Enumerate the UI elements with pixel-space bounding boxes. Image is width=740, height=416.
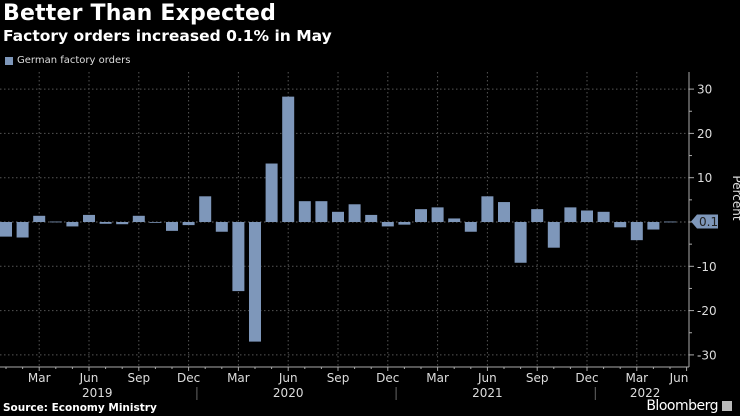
x-tick-label: Mar (426, 371, 449, 385)
bar (398, 222, 411, 225)
bar (365, 214, 378, 222)
x-tick-label: Jun (669, 371, 689, 385)
bar (215, 222, 228, 232)
bar (547, 222, 560, 248)
bar (182, 222, 195, 226)
bar (33, 215, 46, 222)
last-value-label: 0.1 (699, 215, 718, 229)
bar (531, 209, 544, 222)
x-tick-label: Sep (127, 371, 150, 385)
bar (431, 207, 444, 222)
y-tick-label: 20 (697, 127, 712, 141)
source-note: Source: Economy Ministry (3, 402, 157, 414)
brand-text: Bloomberg (646, 398, 718, 414)
bar (614, 222, 627, 228)
x-tick-label: Mar (625, 371, 648, 385)
bar (166, 222, 178, 231)
bar (298, 201, 311, 222)
bar (647, 222, 660, 230)
bar (116, 222, 129, 225)
x-tick-label: Sep (526, 371, 549, 385)
bar (464, 222, 477, 232)
year-label: 2020 (273, 386, 304, 400)
bar (232, 222, 245, 292)
bar (514, 222, 527, 263)
legend: German factory orders (5, 55, 131, 66)
x-tick-label: Dec (177, 371, 200, 385)
bar (83, 214, 95, 222)
bloomberg-terminal-icon (722, 401, 732, 411)
bloomberg-logo: Bloomberg (646, 398, 732, 414)
bar (315, 201, 328, 222)
bar (630, 222, 643, 241)
bar (199, 196, 212, 222)
y-tick-label: -20 (697, 304, 717, 318)
bar (348, 204, 361, 222)
y-tick-label: -10 (697, 260, 717, 274)
year-label: 2019 (82, 386, 113, 400)
bar (265, 163, 278, 222)
bar (448, 218, 461, 222)
bar (282, 96, 295, 222)
bar (16, 222, 29, 238)
bar (132, 215, 145, 222)
bar (149, 222, 162, 223)
bar (415, 209, 427, 222)
chart-title: Better Than Expected (3, 1, 277, 26)
legend-label: German factory orders (17, 55, 131, 66)
legend-swatch (5, 56, 13, 65)
x-tick-label: Jun (278, 371, 298, 385)
bar (564, 207, 577, 222)
x-tick-label: Mar (227, 371, 250, 385)
x-tick-label: Sep (327, 371, 350, 385)
bar (66, 222, 79, 227)
x-tick-label: Dec (376, 371, 399, 385)
bar (332, 211, 344, 222)
bar (99, 222, 112, 224)
bar (381, 222, 394, 227)
bar (664, 221, 676, 223)
last-value-marker (691, 214, 718, 229)
bar (498, 202, 510, 222)
y-tick-label: -30 (697, 348, 717, 362)
bar (0, 222, 12, 237)
y-tick-label: 10 (697, 171, 712, 185)
bar (481, 196, 494, 222)
y-axis-label: Percent (730, 175, 740, 220)
year-label: 2022 (630, 386, 661, 400)
x-tick-label: Jun (477, 371, 497, 385)
bar (597, 211, 610, 222)
bar (249, 222, 261, 342)
bar (581, 210, 593, 222)
y-tick-label: 30 (697, 83, 712, 97)
x-tick-label: Jun (79, 371, 99, 385)
chart-subtitle: Factory orders increased 0.1% in May (3, 27, 332, 45)
x-tick-label: Dec (575, 371, 598, 385)
x-tick-label: Mar (28, 371, 51, 385)
year-label: 2021 (472, 386, 503, 400)
bar (49, 221, 62, 223)
